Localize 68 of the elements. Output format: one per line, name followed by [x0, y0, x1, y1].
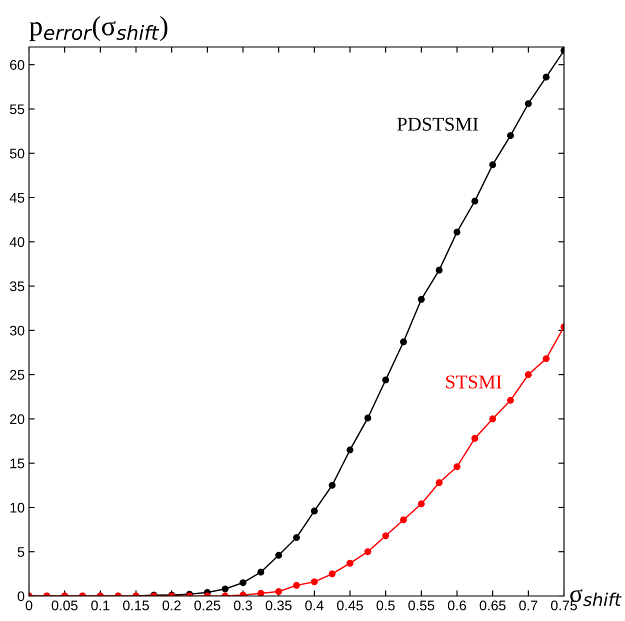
point — [275, 552, 282, 559]
y-tick-label: 50 — [10, 148, 24, 158]
x-tick-label: 0.3 — [234, 600, 252, 610]
y-tick-label: 5 — [18, 547, 24, 557]
point — [471, 198, 478, 205]
point — [346, 560, 354, 567]
point — [364, 548, 372, 556]
y-tick-label: 45 — [10, 193, 24, 203]
point — [436, 266, 443, 274]
point — [524, 100, 532, 108]
point — [382, 532, 390, 540]
y-tick-label: 15 — [10, 458, 24, 468]
y-tick-label: 35 — [10, 281, 24, 292]
x-tick-label: 0.5 — [376, 600, 395, 610]
point — [293, 534, 300, 542]
point — [454, 463, 460, 470]
x-tick-label: 0.75 — [551, 600, 577, 610]
point — [454, 228, 460, 236]
point — [328, 570, 336, 578]
series-label: PDSTSMI — [397, 118, 478, 131]
y-tick-label: 60 — [10, 60, 24, 70]
point — [542, 355, 550, 362]
x-tick-label: 0.4 — [305, 600, 324, 610]
x-tick-label: 0 — [26, 600, 32, 610]
point — [418, 500, 425, 508]
point — [382, 376, 390, 384]
point — [400, 338, 407, 346]
point — [471, 434, 478, 442]
point — [240, 579, 246, 586]
point — [310, 578, 318, 586]
x-tick-label: 0.2 — [162, 600, 181, 610]
y-tick-label: 0 — [18, 591, 24, 602]
point — [257, 590, 264, 596]
x-tick-label: 0.6 — [448, 600, 466, 610]
point — [507, 132, 514, 140]
x-tick-label: 0.55 — [408, 600, 434, 610]
x-tick-label: 0.05 — [52, 600, 78, 610]
x-tick-label: 0.45 — [337, 600, 363, 610]
y-axis-title: p$_{error}$(σ$_{shift}$) — [29, 16, 168, 42]
point — [507, 396, 514, 404]
point — [542, 74, 550, 81]
x-tick-label: 0.35 — [266, 600, 292, 610]
y-tick-label: 25 — [10, 370, 24, 380]
x-tick-label: 0.25 — [194, 600, 220, 610]
x-tick-label: 0.1 — [91, 600, 110, 610]
point — [524, 371, 532, 378]
series-label: STSMI — [446, 375, 502, 389]
y-tick-label: 30 — [10, 326, 24, 336]
y-tick-label: 40 — [10, 237, 24, 247]
y-tick-label: 10 — [10, 502, 24, 513]
point — [275, 588, 282, 596]
point — [489, 161, 496, 168]
y-tick-label: 55 — [10, 104, 24, 114]
point — [364, 414, 372, 422]
point — [489, 415, 496, 422]
point — [418, 296, 425, 303]
point — [328, 482, 336, 489]
x-tick-label: 0.65 — [480, 600, 506, 610]
point — [310, 508, 318, 514]
point — [346, 446, 354, 454]
x-tick-label: 0.7 — [519, 600, 538, 610]
point — [222, 585, 229, 592]
point — [436, 479, 443, 486]
point — [400, 516, 407, 524]
point — [293, 582, 300, 589]
y-tick-label: 20 — [10, 414, 24, 424]
point — [257, 568, 264, 576]
x-tick-label: 0.15 — [123, 600, 149, 610]
